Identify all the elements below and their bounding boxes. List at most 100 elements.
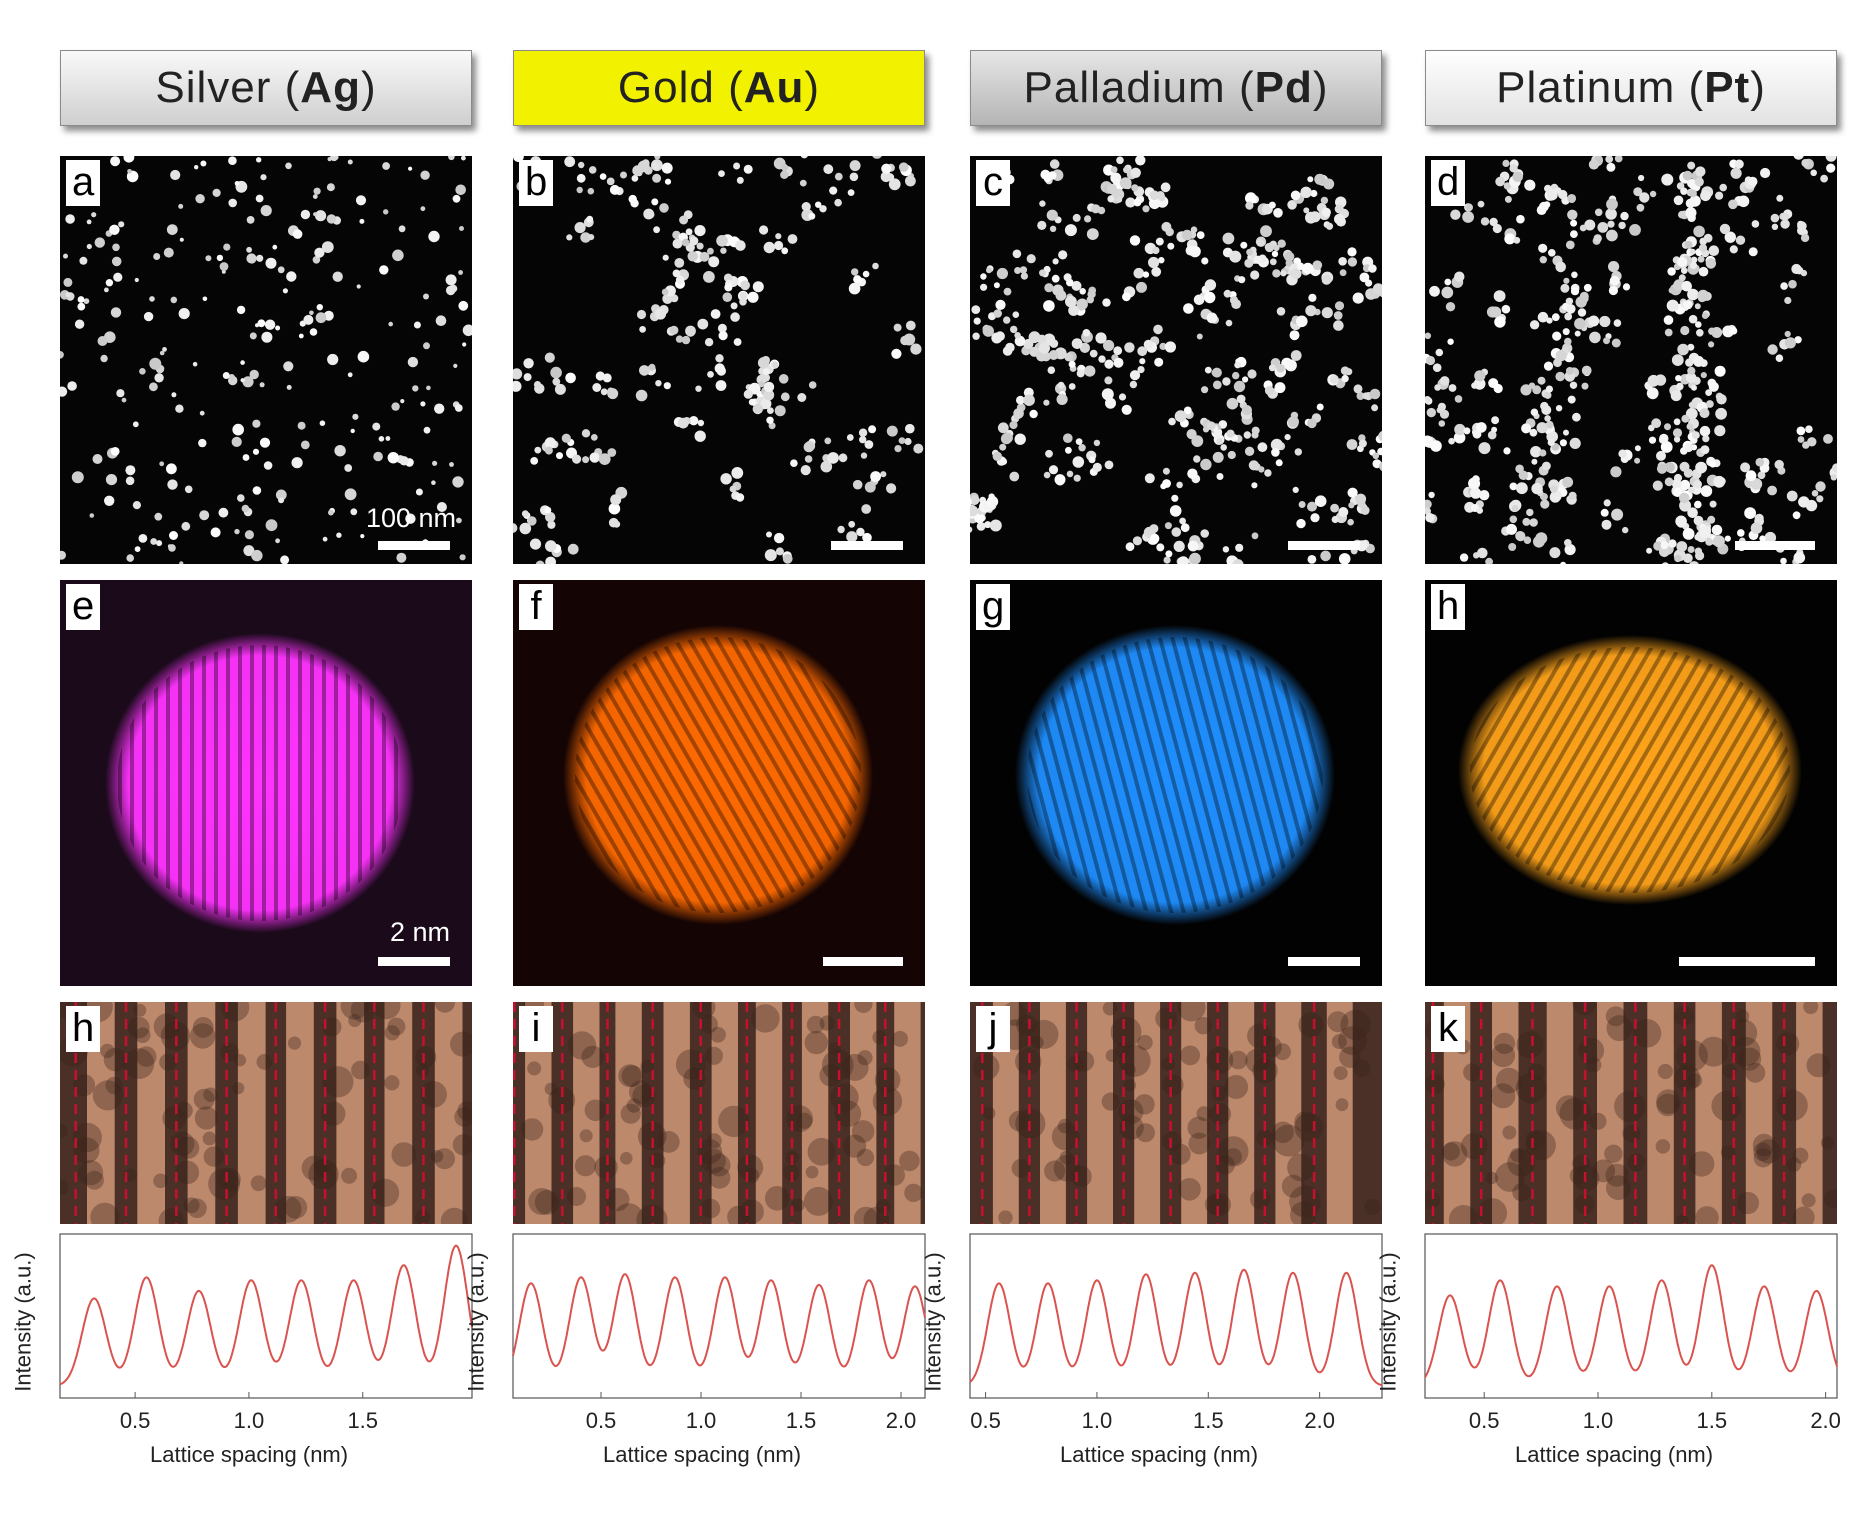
lattice-panel: h [60,1002,472,1224]
close-paren: ) [1312,63,1329,112]
nanoparticle-image [60,580,472,986]
x-tick-label: 0.5 [585,1408,617,1433]
element-symbol: Ag [300,63,361,112]
sem-panel: b [513,156,925,564]
element-name: Silver [155,63,272,112]
close-paren: ) [804,63,821,112]
open-paren: ( [728,63,744,112]
panel-label: g [976,584,1011,630]
panel-label: c [976,160,1010,206]
element-symbol: Pt [1704,63,1751,112]
x-tick-label: 1.5 [785,1408,817,1433]
x-tick-label: 2.0 [1810,1408,1841,1433]
scale-bar [1288,541,1360,550]
sem-image [60,156,472,564]
sem-image [513,156,925,564]
element-header: Platinum (Pt) [1425,50,1837,126]
plot-frame [512,1233,926,1399]
profile-svg [969,1233,1383,1399]
scale-bar-label: 100 nm [365,503,456,533]
lattice-panel: j [970,1002,1382,1224]
plot-frame [59,1233,473,1399]
panel-label: j [976,1006,1010,1052]
element-header: Silver (Ag) [60,50,472,126]
nanoparticle-image [970,580,1382,986]
scale-bar [1679,957,1815,966]
scale-bar [823,957,903,966]
x-tick-label: 1.5 [347,1408,379,1433]
profile-plot: Intensity (a.u.) 0.5 1.0 1.5 2.0 Lattice spac… [1376,1232,1845,1482]
panel-label: a [66,160,101,206]
lattice-panel: i [513,1002,925,1224]
element-symbol: Pd [1254,63,1313,112]
x-tick-label: 1.0 [685,1408,717,1433]
profile-svg [512,1233,926,1399]
panel-label: h [66,1006,101,1052]
x-tick-label: 1.0 [233,1408,265,1433]
lattice-image [1425,1002,1837,1224]
scale-bar [1735,541,1815,550]
x-tick-label: 1.0 [1582,1408,1614,1433]
particle-panel: e 2 nm [60,580,472,986]
x-tick-label: 2.0 [1304,1408,1335,1433]
column-pd: Palladium (Pd) c g j Intensity (a.u.) 0.5 1.0 1… [921,0,1390,1529]
x-tick-label: 1.5 [1696,1408,1728,1433]
scale-bar [378,541,450,550]
profile-plot: Intensity (a.u.) 0.5 1.0 1.5 2.0 Lattice spac… [921,1232,1390,1482]
particle-panel: g [970,580,1382,986]
x-tick-label: 1.0 [1081,1408,1113,1433]
open-paren: ( [1688,63,1705,112]
sem-image [1425,156,1837,564]
panel-label: e [66,584,101,630]
x-axis-label: Lattice spacing (nm) [1060,1442,1259,1467]
sem-image [970,156,1382,564]
intensity-profile-line [59,1244,473,1386]
nanoparticle-image [513,580,925,986]
sem-panel: a 100 nm [60,156,472,564]
sem-panel: d [1425,156,1837,564]
particle-panel: f [513,580,925,986]
element-name: Gold [617,63,715,112]
panel-label: k [1431,1006,1465,1052]
scale-bar-label: 2 nm [389,917,450,947]
particle-panel: h [1425,580,1837,986]
scale-bar [1288,957,1360,966]
open-paren: ( [1238,63,1255,112]
panel-label: d [1431,160,1466,206]
column-silver: Silver (Ag) a 100 nm e 2 nm h Intensity (a.u.)… [11,0,480,1529]
x-tick-label: 2.0 [885,1408,917,1433]
element-header: Gold (Au) [513,50,925,126]
plot-frame [969,1233,1383,1399]
panel-label: b [519,160,554,206]
open-paren: ( [284,63,301,112]
lattice-image [970,1002,1382,1224]
x-tick-label: 0.5 [1468,1408,1500,1433]
close-paren: ) [1750,63,1766,112]
panel-label: f [519,584,553,630]
nanoparticle-image [1425,580,1837,986]
x-axis-label: Lattice spacing (nm) [603,1442,802,1467]
scale-bar [831,541,903,550]
element-name: Platinum [1496,63,1676,112]
lattice-image [513,1002,925,1224]
profile-plot: Intensity (a.u.) 0.5 1.0 1.5 Lattice spacing… [11,1232,480,1482]
element-name: Palladium [1023,63,1226,112]
intensity-profile-line [969,1268,1383,1387]
plot-frame [1424,1233,1838,1399]
x-axis-label: Lattice spacing (nm) [150,1442,349,1467]
lattice-image [60,1002,472,1224]
profile-svg [1424,1233,1838,1399]
element-header: Palladium (Pd) [970,50,1382,126]
lattice-panel: k [1425,1002,1837,1224]
profile-svg [59,1233,473,1399]
x-axis-label: Lattice spacing (nm) [1515,1442,1714,1467]
sem-panel: c [970,156,1382,564]
close-paren: ) [360,63,377,112]
intensity-profile-line [512,1273,926,1368]
scale-bar [378,957,450,966]
column-pt: Platinum (Pt) d h k Intensity (a.u.) 0.5 1.0 1.… [1376,0,1845,1529]
panel-label: h [1431,584,1466,630]
element-symbol: Au [743,63,805,112]
x-tick-label: 0.5 [119,1408,151,1433]
column-gold: Gold (Au) b f i Intensity (a.u.) 0.5 1.0 1.5 2.0… [464,0,933,1529]
